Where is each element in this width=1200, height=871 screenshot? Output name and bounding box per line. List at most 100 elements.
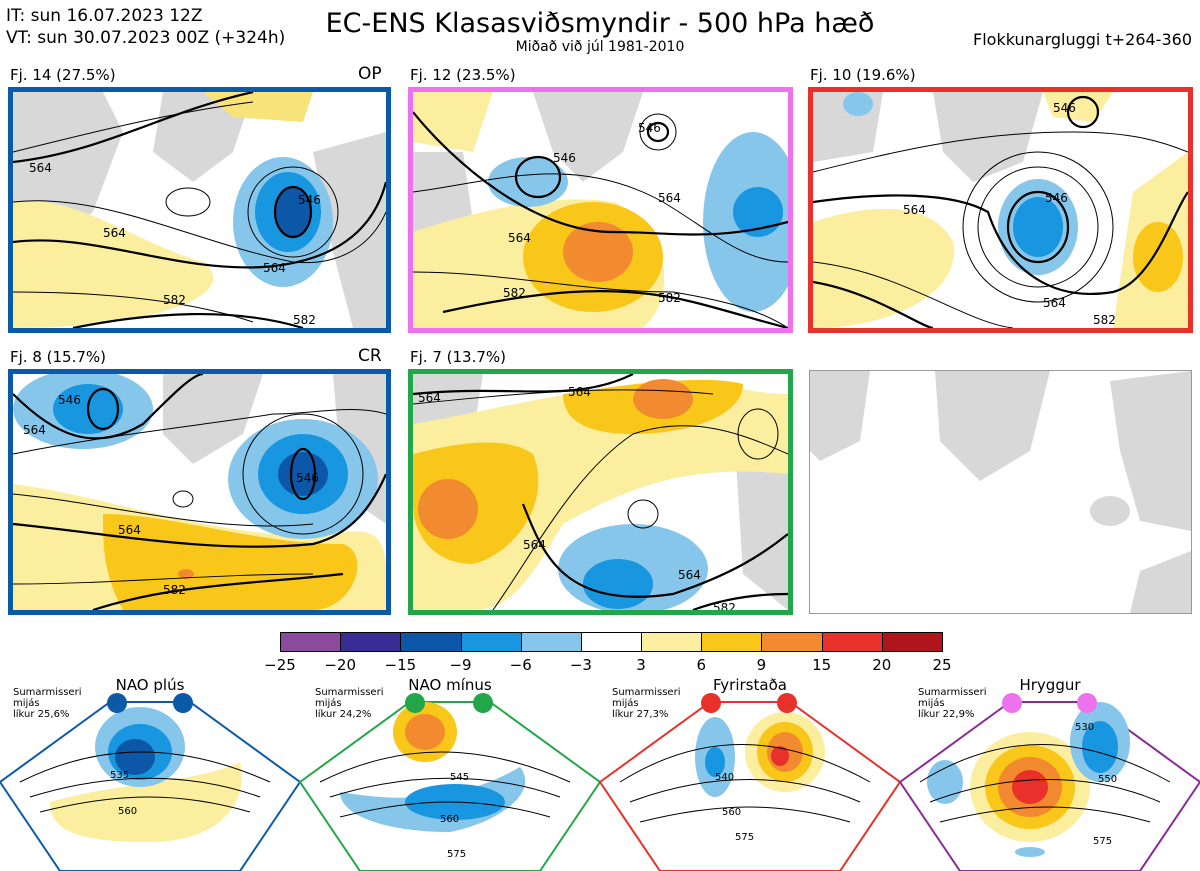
regime-note-line: Sumarmisseri bbox=[315, 687, 384, 698]
contour-label: 546 bbox=[1053, 101, 1076, 115]
regime-note-line: mijás bbox=[315, 698, 342, 709]
contour-label: 564 bbox=[903, 203, 926, 217]
regime-contour-label: 575 bbox=[1093, 836, 1112, 847]
regime-note-line: líkur 22,9% bbox=[918, 709, 975, 720]
panel-label-2: Fj. 12 (23.5%) bbox=[410, 66, 516, 84]
contour-label: 564 bbox=[418, 391, 441, 405]
colorbar-tick-label: −25 bbox=[264, 656, 296, 674]
colorbar-tick-label: −3 bbox=[569, 656, 592, 674]
contour-label: 582 bbox=[163, 293, 186, 307]
colorbar-tick-label: 9 bbox=[756, 656, 767, 674]
colorbar-segment bbox=[821, 632, 883, 652]
panel-tag-cr: CR bbox=[358, 346, 382, 366]
contour-label: 564 bbox=[508, 231, 531, 245]
colorbar-segment bbox=[520, 632, 582, 652]
colorbar-segment bbox=[641, 632, 703, 652]
regime-note-line: Sumarmisseri bbox=[612, 687, 681, 698]
regime-marker-dot bbox=[173, 693, 193, 713]
colorbar-segment bbox=[761, 632, 823, 652]
cluster-map-10: 546 564 546 564 582 bbox=[808, 87, 1193, 333]
valid-time: VT: sun 30.07.2023 00Z (+324h) bbox=[6, 28, 286, 48]
regime-contour-label: 560 bbox=[722, 807, 741, 818]
regime-note-line: mijás bbox=[13, 698, 40, 709]
classification-window: Flokkunargluggi t+264-360 bbox=[973, 30, 1192, 49]
colorbar-tick-label: 20 bbox=[872, 656, 892, 674]
cluster-map-14: 564 546 564 564 582 582 bbox=[8, 87, 391, 333]
contour-label: 564 bbox=[23, 423, 46, 437]
initial-time: IT: sun 16.07.2023 12Z bbox=[6, 6, 203, 26]
cluster-map-8: 546 564 546 564 582 bbox=[8, 369, 391, 615]
colorbar-tick-label: 15 bbox=[812, 656, 832, 674]
colorbar-tick-label: −6 bbox=[509, 656, 532, 674]
regime-contour-label: 560 bbox=[118, 806, 137, 817]
regime-note-line: mijás bbox=[918, 698, 945, 709]
contour-label: 546 bbox=[1045, 191, 1068, 205]
cluster-map-7: 564 564 564 582 564 bbox=[408, 369, 793, 615]
contour-label: 564 bbox=[523, 538, 546, 552]
colorbar-segment bbox=[340, 632, 402, 652]
panel-label-5: Fj. 7 (13.7%) bbox=[410, 348, 506, 366]
contour-label: 546 bbox=[638, 121, 661, 135]
colorbar-tick-label: 6 bbox=[696, 656, 707, 674]
panel-label-1: Fj. 14 (27.5%) bbox=[10, 66, 116, 84]
colorbar-segment bbox=[701, 632, 763, 652]
regime-marker-dot bbox=[1002, 693, 1022, 713]
regime-note-nao-minus: Sumarmisseri mijás líkur 24,2% bbox=[315, 687, 383, 720]
regime-note-line: mijás bbox=[612, 698, 639, 709]
contour-label: 546 bbox=[553, 151, 576, 165]
contour-label: 546 bbox=[296, 471, 319, 485]
regime-name-nao-plus: NAO plús bbox=[115, 676, 185, 694]
panel-tag-op: OP bbox=[358, 64, 382, 84]
page-title: EC-ENS Klasasviðsmyndir - 500 hPa hæð bbox=[325, 8, 875, 39]
colorbar-segment bbox=[881, 632, 943, 652]
cluster-map-12: 546 546 564 564 582 582 bbox=[408, 87, 793, 333]
regime-note-ridge: Sumarmisseri mijás líkur 22,9% bbox=[918, 687, 986, 720]
colorbar-segment bbox=[280, 632, 342, 652]
colorbar bbox=[280, 632, 943, 652]
regime-note-blocking: Sumarmisseri mijás líkur 27,3% bbox=[612, 687, 680, 720]
colorbar-tick-label: −9 bbox=[449, 656, 472, 674]
contour-label: 546 bbox=[298, 193, 321, 207]
contour-label: 546 bbox=[58, 393, 81, 407]
regime-note-line: líkur 27,3% bbox=[612, 709, 669, 720]
regime-name-blocking: Fyrirstaða bbox=[713, 676, 787, 694]
regime-contour-label: 540 bbox=[715, 772, 734, 783]
contour-label: 582 bbox=[1093, 313, 1116, 327]
colorbar-segment bbox=[580, 632, 643, 652]
regime-note-line: Sumarmisseri bbox=[918, 687, 987, 698]
regime-marker-dot bbox=[777, 693, 797, 713]
regime-note-nao-plus: Sumarmisseri mijás líkur 25,6% bbox=[13, 687, 81, 720]
colorbar-tick-label: −15 bbox=[384, 656, 417, 674]
regime-contour-label: 535 bbox=[110, 770, 129, 781]
contour-label: 564 bbox=[658, 191, 681, 205]
panel-label-3: Fj. 10 (19.6%) bbox=[810, 66, 916, 84]
regime-contour-label: 575 bbox=[447, 849, 466, 860]
regime-name-nao-minus: NAO mínus bbox=[408, 676, 492, 694]
contour-label: 564 bbox=[568, 385, 591, 399]
contour-label: 582 bbox=[658, 291, 681, 305]
colorbar-tick-label: 25 bbox=[932, 656, 952, 674]
regime-note-line: líkur 25,6% bbox=[13, 709, 70, 720]
contour-label: 582 bbox=[163, 583, 186, 597]
contour-label: 564 bbox=[263, 261, 286, 275]
regime-contour-label: 550 bbox=[1098, 774, 1117, 785]
contour-label: 564 bbox=[678, 568, 701, 582]
regime-contour-label: 575 bbox=[735, 832, 754, 843]
regime-marker-dot bbox=[107, 693, 127, 713]
contour-label: 582 bbox=[293, 313, 316, 327]
regime-marker-dot bbox=[701, 693, 721, 713]
regime-contour-label: 560 bbox=[440, 814, 459, 825]
regime-marker-dot bbox=[405, 693, 425, 713]
empty-base-map bbox=[809, 370, 1192, 614]
regime-contour-label: 545 bbox=[450, 772, 469, 783]
colorbar-segment bbox=[460, 632, 522, 652]
colorbar-segment bbox=[400, 632, 462, 652]
colorbar-tick-label: 3 bbox=[636, 656, 646, 674]
regime-note-line: Sumarmisseri bbox=[13, 687, 82, 698]
regime-name-ridge: Hryggur bbox=[1019, 676, 1081, 694]
regime-note-line: líkur 24,2% bbox=[315, 709, 372, 720]
colorbar-tick-label: −20 bbox=[324, 656, 356, 674]
contour-label: 564 bbox=[118, 523, 141, 537]
contour-label: 582 bbox=[713, 601, 736, 610]
regime-marker-dot bbox=[473, 693, 493, 713]
